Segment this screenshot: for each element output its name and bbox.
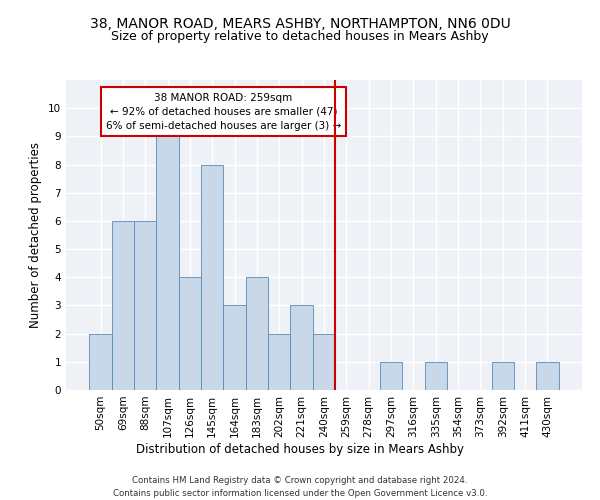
- Text: 38, MANOR ROAD, MEARS ASHBY, NORTHAMPTON, NN6 0DU: 38, MANOR ROAD, MEARS ASHBY, NORTHAMPTON…: [89, 18, 511, 32]
- Bar: [380, 362, 402, 390]
- Bar: [89, 334, 112, 390]
- Text: 38 MANOR ROAD: 259sqm
← 92% of detached houses are smaller (47)
6% of semi-detac: 38 MANOR ROAD: 259sqm ← 92% of detached …: [106, 92, 341, 130]
- Bar: [134, 221, 157, 390]
- Bar: [268, 334, 290, 390]
- Text: Contains HM Land Registry data © Crown copyright and database right 2024.: Contains HM Land Registry data © Crown c…: [132, 476, 468, 485]
- Text: Contains public sector information licensed under the Open Government Licence v3: Contains public sector information licen…: [113, 489, 487, 498]
- Bar: [425, 362, 447, 390]
- Bar: [157, 136, 179, 390]
- Text: Size of property relative to detached houses in Mears Ashby: Size of property relative to detached ho…: [111, 30, 489, 43]
- Y-axis label: Number of detached properties: Number of detached properties: [29, 142, 43, 328]
- Bar: [223, 306, 246, 390]
- Bar: [313, 334, 335, 390]
- Bar: [491, 362, 514, 390]
- Text: Distribution of detached houses by size in Mears Ashby: Distribution of detached houses by size …: [136, 442, 464, 456]
- Bar: [536, 362, 559, 390]
- Bar: [290, 306, 313, 390]
- Bar: [179, 278, 201, 390]
- Bar: [112, 221, 134, 390]
- Bar: [246, 278, 268, 390]
- Bar: [201, 164, 223, 390]
